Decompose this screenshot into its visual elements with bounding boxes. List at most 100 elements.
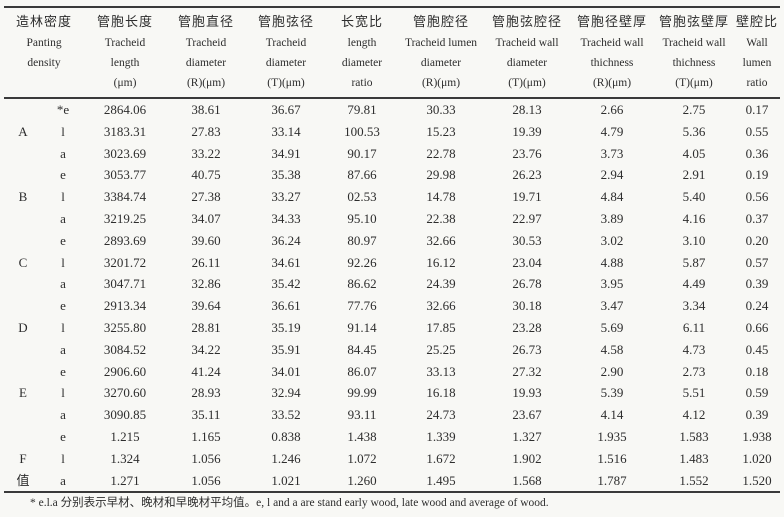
value-cell-col6: 29.98 — [426, 167, 456, 183]
value-cell-col2: 2864.06 — [103, 102, 147, 117]
value-cell-col8: 5.69 — [600, 319, 624, 335]
value-cell-col10: 0.39 — [745, 407, 769, 423]
value-cell-col3: 34.22 — [191, 341, 221, 357]
column-header-5: 长宽比 length diameter ratio — [326, 7, 398, 98]
value-cell-col7: 26.73 — [512, 341, 542, 357]
value-cell-col6: 1.495 — [426, 472, 456, 488]
value-cell-col4: 35.38 — [271, 167, 301, 183]
value-cell-col2: 3270.60 — [103, 385, 147, 401]
value-cell-col5: 87.66 — [347, 167, 377, 183]
value-cell-col2: 1.215 — [110, 428, 140, 444]
group-label-cell: F — [19, 450, 27, 466]
value-cell-col10: 1.520 — [742, 472, 772, 488]
value-cell-col4: 36.61 — [271, 298, 301, 314]
value-cell-col2: 1.271 — [110, 472, 140, 488]
group-label-cell — [4, 295, 42, 317]
value-cell-col10: 1.938 — [742, 428, 772, 444]
column-header-6: 管胞腔径 Tracheid lumen diameter (R)(μm) — [398, 7, 484, 98]
wood-type-cell: l — [61, 254, 65, 270]
value-cell-col3: 26.11 — [191, 254, 221, 270]
value-cell-col4: 1.021 — [271, 472, 301, 488]
table-row-15: a 3090.85 35.11 33.52 93.11 24.73 23.67 4.14 4.1… — [4, 404, 780, 426]
value-cell-col8: 4.84 — [600, 189, 624, 205]
value-cell-col2: 2906.60 — [103, 363, 147, 379]
value-cell-col3: 35.11 — [191, 407, 221, 423]
header-label-en: (R)(μm) — [421, 77, 461, 89]
header-label-en: ratio — [351, 77, 373, 89]
header-label-en: Wall — [746, 37, 768, 49]
value-cell-col7: 23.04 — [512, 254, 542, 270]
value-cell-col5: 1.438 — [347, 428, 377, 444]
value-cell-col7: 23.67 — [512, 407, 542, 423]
value-cell-col4: 32.94 — [271, 385, 301, 401]
header-label-zh: 管胞径壁厚 — [577, 14, 648, 29]
value-cell-col9: 2.73 — [682, 363, 706, 379]
value-cell-col6: 22.78 — [426, 145, 456, 161]
value-cell-col8: 4.58 — [600, 341, 624, 357]
group-label-cell: E — [19, 385, 27, 401]
value-cell-col10: 0.57 — [745, 254, 769, 270]
wood-type-cell: a — [60, 210, 66, 226]
value-cell-col5: 100.53 — [344, 123, 380, 139]
header-label-en: Panting — [26, 37, 62, 49]
value-cell-col4: 34.91 — [271, 145, 301, 161]
value-cell-col3: 34.07 — [191, 210, 221, 226]
value-cell-col5: 91.14 — [347, 319, 377, 335]
value-cell-col6: 17.85 — [426, 319, 456, 335]
header-label-en: Tracheid — [104, 37, 146, 49]
value-cell-col10: 0.20 — [745, 232, 769, 248]
header-label-en: Tracheid — [265, 37, 307, 49]
value-cell-col8: 2.66 — [600, 102, 624, 117]
value-cell-col2: 3053.77 — [103, 167, 147, 183]
value-cell-col6: 24.73 — [426, 407, 456, 423]
value-cell-col2: 3084.52 — [103, 341, 147, 357]
value-cell-col10: 0.24 — [745, 298, 769, 314]
header-label-zh: 管胞直径 — [178, 14, 235, 29]
group-label-cell — [4, 164, 42, 186]
column-header-1: 造林密度 Panting density — [4, 7, 84, 98]
value-cell-col10: 0.19 — [745, 167, 769, 183]
value-cell-col9: 1.583 — [679, 428, 709, 444]
value-cell-col4: 34.33 — [271, 210, 301, 226]
value-cell-col9: 4.12 — [682, 407, 706, 423]
value-cell-col5: 95.10 — [347, 210, 377, 226]
column-header-8: 管胞径壁厚 Tracheid wall thichness (R)(μm) — [570, 7, 654, 98]
header-label-en: density — [27, 57, 61, 69]
value-cell-col6: 33.13 — [426, 363, 456, 379]
group-label-cell — [4, 208, 42, 230]
header-label-en: (T)(μm) — [508, 77, 546, 89]
value-cell-col4: 1.246 — [271, 450, 301, 466]
header-label-en: (R)(μm) — [592, 77, 632, 89]
value-cell-col8: 1.935 — [597, 428, 627, 444]
value-cell-col9: 2.91 — [682, 167, 706, 183]
value-cell-col5: 86.62 — [347, 276, 377, 292]
value-cell-col2: 3047.71 — [103, 276, 147, 292]
value-cell-col2: 2893.69 — [103, 232, 147, 248]
value-cell-col3: 1.165 — [191, 428, 221, 444]
value-cell-col10: 1.020 — [742, 450, 772, 466]
value-cell-col4: 34.01 — [271, 363, 301, 379]
wood-type-cell: a — [60, 276, 66, 292]
column-header-9: 管胞弦壁厚 Tracheid wall thichness (T)(μm) — [654, 7, 734, 98]
column-header-7: 管胞弦腔径 Tracheid wall diameter (T)(μm) — [484, 7, 570, 98]
value-cell-col7: 27.32 — [512, 363, 542, 379]
value-cell-col5: 90.17 — [347, 145, 377, 161]
tracheid-properties-table-wrap: 造林密度 Panting density 管胞长度 Tracheid length (μm)… — [4, 6, 781, 494]
value-cell-col4: 33.27 — [271, 189, 301, 205]
value-cell-col3: 38.61 — [191, 102, 221, 117]
group-label-cell: A — [18, 123, 28, 139]
value-cell-col9: 4.05 — [682, 145, 706, 161]
value-cell-col3: 28.81 — [191, 319, 221, 335]
group-label-cell: 值 — [16, 472, 30, 488]
header-label-zh: 管胞弦腔径 — [492, 14, 563, 29]
value-cell-col8: 1.516 — [597, 450, 627, 466]
wood-type-cell: l — [61, 123, 65, 139]
value-cell-col3: 39.64 — [191, 298, 221, 314]
group-label-cell — [4, 339, 42, 361]
value-cell-col7: 19.93 — [512, 385, 542, 401]
value-cell-col5: 92.26 — [347, 254, 377, 270]
value-cell-col6: 24.39 — [426, 276, 456, 292]
value-cell-col7: 28.13 — [512, 102, 542, 117]
